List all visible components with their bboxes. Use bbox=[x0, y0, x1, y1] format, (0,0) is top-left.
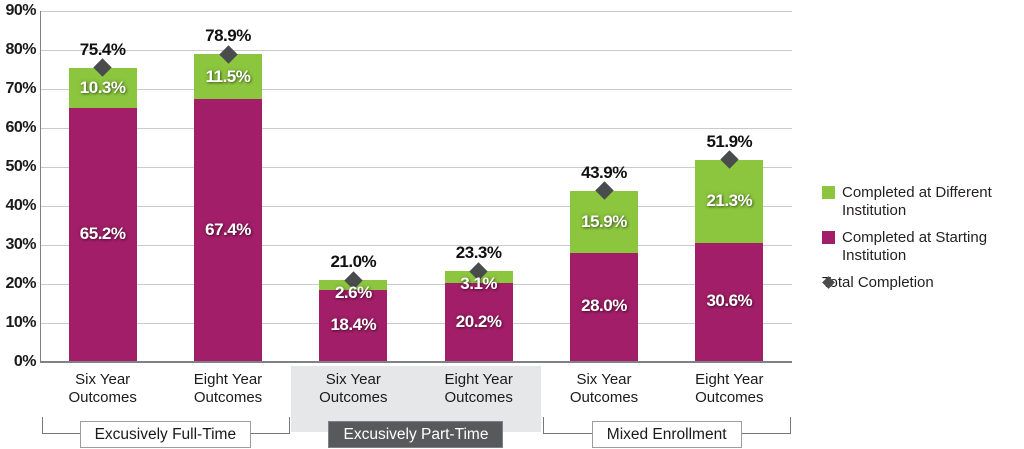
y-axis-tick-label: 60% bbox=[5, 119, 36, 136]
different-value-label: 21.3% bbox=[706, 191, 753, 211]
x-axis-category-label: Six Year Outcomes bbox=[569, 371, 639, 406]
group-label-container: Excusively Part-Time bbox=[291, 421, 542, 448]
group-label-container: Excusively Full-Time bbox=[40, 421, 291, 448]
legend-square-swatch-icon bbox=[822, 231, 835, 244]
different-value-label: 3.1% bbox=[460, 274, 498, 294]
total-value-label: 75.4% bbox=[79, 39, 126, 59]
bar-segment-starting-institution bbox=[444, 283, 513, 362]
starting-value-label: 28.0% bbox=[581, 296, 627, 316]
bar-segment-starting-institution bbox=[68, 107, 137, 362]
total-value-label: 43.9% bbox=[581, 162, 627, 182]
different-value-label: 15.9% bbox=[581, 211, 627, 231]
y-axis-tick-label: 80% bbox=[5, 41, 36, 58]
y-axis-tick-label: 40% bbox=[5, 197, 36, 214]
different-value-label: 10.3% bbox=[79, 77, 126, 97]
gridline bbox=[40, 245, 792, 246]
y-axis-tick-label: 0% bbox=[13, 353, 37, 370]
y-axis-tick-label: 70% bbox=[5, 80, 36, 97]
legend-item: Completed at Different Institution bbox=[822, 184, 1022, 220]
legend-square-swatch-icon bbox=[822, 186, 835, 199]
chart-legend: Completed at Different Institution Comple… bbox=[822, 184, 1022, 292]
legend-label: Total Completion bbox=[822, 274, 934, 291]
starting-value-label: 30.6% bbox=[706, 291, 753, 311]
gridline bbox=[40, 323, 792, 324]
gridline bbox=[40, 89, 792, 90]
bar-segment-starting-institution bbox=[319, 290, 388, 362]
gridline bbox=[40, 284, 792, 285]
gridline bbox=[40, 167, 792, 168]
total-value-label: 21.0% bbox=[330, 252, 377, 272]
x-axis-category-label: Six Year Outcomes bbox=[319, 371, 388, 406]
starting-value-label: 67.4% bbox=[205, 219, 251, 239]
group-label: Mixed Enrollment bbox=[591, 421, 742, 448]
group-label: Excusively Full-Time bbox=[79, 421, 252, 448]
different-value-label: 2.6% bbox=[334, 283, 372, 303]
bar-segment-starting-institution bbox=[570, 252, 638, 362]
different-value-label: 11.5% bbox=[205, 66, 251, 86]
gridline bbox=[40, 128, 792, 129]
y-axis-tick-label: 30% bbox=[5, 236, 36, 253]
y-axis-tick-label: 50% bbox=[5, 158, 36, 175]
starting-value-label: 18.4% bbox=[330, 315, 377, 335]
total-value-label: 78.9% bbox=[205, 26, 251, 46]
group-label-container: Mixed Enrollment bbox=[541, 421, 792, 448]
starting-value-label: 65.2% bbox=[79, 223, 126, 243]
y-axis-tick-label: 90% bbox=[5, 2, 36, 19]
x-axis-category-label: Eight Year Outcomes bbox=[193, 371, 263, 406]
y-axis-line bbox=[40, 11, 41, 362]
bar-segment-different-institution bbox=[695, 159, 764, 243]
total-value-label: 51.9% bbox=[706, 131, 753, 151]
bar-segment-starting-institution bbox=[194, 99, 262, 362]
y-axis-tick-label: 10% bbox=[5, 314, 36, 331]
x-axis-line bbox=[40, 361, 792, 363]
legend-item: Completed at Starting Institution bbox=[822, 229, 1022, 265]
y-axis-tick-label: 20% bbox=[5, 275, 36, 292]
legend-item: Total Completion bbox=[822, 274, 1022, 292]
gridline bbox=[40, 50, 792, 51]
bar-segment-starting-institution bbox=[695, 242, 764, 362]
group-label: Excusively Part-Time bbox=[328, 421, 504, 448]
x-axis-category-label: Eight Year Outcomes bbox=[444, 371, 513, 406]
legend-label: Completed at Starting Institution bbox=[842, 229, 988, 264]
x-axis-category-label: Eight Year Outcomes bbox=[695, 371, 764, 406]
gridline bbox=[40, 206, 792, 207]
bar-segment-different-institution bbox=[570, 190, 638, 253]
x-axis-category-label: Six Year Outcomes bbox=[68, 371, 137, 406]
legend-label: Completed at Different Institution bbox=[842, 184, 992, 219]
total-value-label: 23.3% bbox=[455, 243, 502, 263]
starting-value-label: 20.2% bbox=[455, 311, 502, 331]
gridline bbox=[40, 11, 792, 12]
